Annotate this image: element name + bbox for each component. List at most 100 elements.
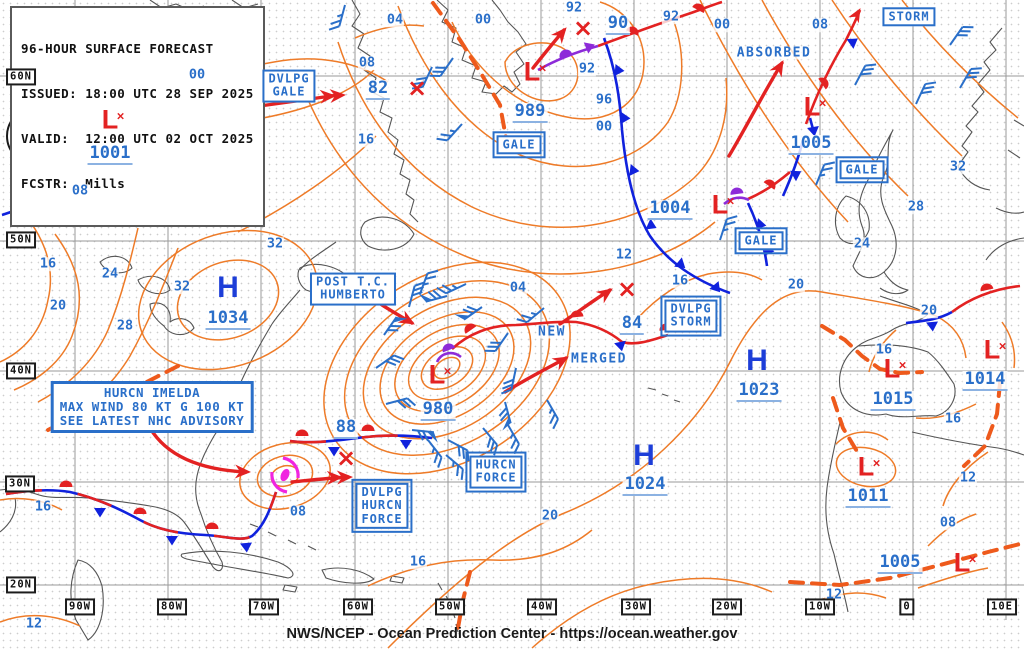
coastline — [0, 497, 104, 641]
pressure-center-value: 1005 — [877, 552, 923, 574]
isobar-value-label: 12 — [824, 586, 844, 603]
coastline — [825, 417, 849, 613]
wind-barb-icon — [854, 63, 877, 86]
footer-credit: NWS/NCEP - Ocean Prediction Center - htt… — [286, 626, 738, 642]
warning-box: POST T.C. HUMBERTO — [309, 272, 397, 306]
warm-front-marker — [361, 424, 375, 431]
longitude-label: 10W — [805, 598, 835, 616]
coastline — [321, 567, 375, 584]
latitude-label: 50N — [6, 231, 36, 249]
pressure-center-value: 1001 — [87, 143, 133, 165]
wind-barb-icon — [328, 4, 346, 31]
coastline — [436, 0, 527, 95]
cold-front-marker — [846, 38, 858, 49]
warm-front-marker — [980, 283, 994, 292]
isobar-value-label: 32 — [948, 158, 968, 175]
isobar — [917, 567, 989, 589]
wind-barb-icon — [915, 81, 937, 105]
arrowhead-icon — [397, 310, 415, 325]
coastline — [180, 550, 294, 579]
isobar-value-label: 28 — [906, 198, 926, 215]
longitude-label: 0 — [899, 598, 915, 616]
header-valid: VALID: 12:00 UTC 02 OCT 2025 — [21, 131, 254, 146]
coastline — [1007, 119, 1024, 159]
isobar — [831, 0, 963, 157]
isobar-value-label: 20 — [919, 302, 939, 319]
warm-front-marker — [205, 522, 219, 529]
movement-arrow — [727, 61, 784, 158]
isobar-value-label: 16 — [38, 255, 58, 272]
coastline — [852, 129, 897, 279]
trough-line — [788, 542, 1022, 588]
coastline — [389, 575, 405, 584]
trough-line — [962, 381, 1002, 468]
wind-barb-icon — [454, 305, 483, 321]
isobar — [0, 614, 81, 627]
low-x-icon: × — [872, 455, 881, 471]
cold-front-marker — [400, 440, 412, 450]
trough-line — [820, 324, 924, 376]
cold-front-marker — [790, 170, 802, 182]
isobar-ring — [394, 323, 500, 413]
longitude-label: 90W — [65, 598, 95, 616]
wind-barb-icon — [418, 289, 448, 303]
coastline — [911, 431, 1024, 456]
cold-front-marker — [328, 447, 340, 457]
forecast-header: 96-HOUR SURFACE FORECAST ISSUED: 18:00 U… — [10, 6, 265, 227]
wind-barb-icon — [375, 354, 405, 369]
isobar-value-label: 08 — [938, 514, 958, 531]
longitude-label: 40W — [527, 598, 557, 616]
warm-front-marker — [442, 343, 456, 353]
warm-front-marker — [464, 323, 477, 334]
warm-front-marker — [818, 77, 829, 90]
wind-barb-icon — [546, 399, 559, 430]
warm-front — [747, 171, 791, 201]
hurricane-advisory-box: HURCN IMELDA MAX WIND 80 KT G 100 KT SEE… — [50, 381, 254, 433]
low-x-icon: × — [818, 95, 827, 111]
isobar — [1001, 321, 1016, 369]
isobar — [367, 529, 593, 587]
wind-barb-icon — [516, 307, 545, 324]
warning-box: DVLPG HURCN FORCE — [351, 478, 413, 534]
low-x-icon: × — [443, 363, 452, 379]
isobar — [337, 41, 728, 229]
isobar-ring — [407, 335, 487, 401]
pressure-center-value: 90 — [605, 13, 631, 35]
pressure-center-value: 1023 — [736, 380, 782, 402]
isobar-ring — [379, 311, 515, 425]
isobar-value-label: 00 — [473, 11, 493, 28]
wind-barb-icon — [484, 332, 509, 353]
position-x-mark: × — [572, 14, 594, 42]
arrowhead-icon — [329, 89, 346, 104]
wind-barb-icon — [498, 401, 512, 431]
wind-barb-icon — [429, 57, 454, 78]
isobar-value-label: 12 — [958, 469, 978, 486]
isobar-ring — [137, 229, 319, 371]
isobar-value-label: 16 — [670, 272, 690, 289]
isobar-value-label: 92 — [577, 60, 597, 77]
coastline — [957, 27, 1024, 214]
longitude-label: 30W — [621, 598, 651, 616]
isobar-value-label: 20 — [786, 276, 806, 293]
annotation-text: NEW — [537, 324, 567, 340]
wind-barb-icon — [959, 67, 982, 89]
isobar-ring — [176, 259, 280, 341]
cold-front — [905, 310, 953, 325]
low-x-icon: × — [968, 551, 977, 567]
warm-front-marker — [763, 179, 776, 190]
front-arrowhead — [848, 8, 861, 24]
hurricane-icon — [270, 456, 300, 494]
pressure-center-value: 84 — [619, 313, 645, 335]
warning-box: GALE — [734, 227, 788, 255]
latitude-label: 40N — [6, 362, 36, 380]
low-pressure-symbol: L × — [883, 353, 907, 384]
cold-front-marker — [755, 218, 767, 230]
isobar-value-label: 08 — [70, 182, 90, 199]
warm-front-marker — [295, 429, 309, 436]
occluded-front — [723, 196, 750, 206]
wind-barb-icon — [507, 424, 520, 455]
isobar-value-label: 16 — [356, 131, 376, 148]
wind-barb-icon — [436, 283, 467, 295]
pressure-center-value: 1004 — [647, 198, 693, 220]
